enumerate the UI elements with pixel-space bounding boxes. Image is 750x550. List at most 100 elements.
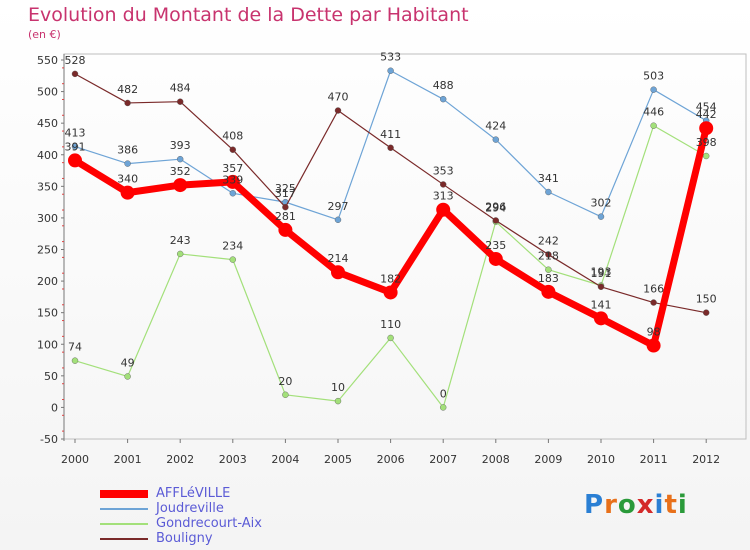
x-tick-label: 2000 [61, 453, 89, 466]
data-label: 317 [275, 187, 296, 200]
x-tick-label: 2001 [114, 453, 142, 466]
data-label: 533 [380, 51, 401, 64]
legend-swatch [100, 522, 148, 525]
logo-letter: i [677, 490, 688, 520]
data-labels-layer: 391 340 352 357 281 214 182 313 235 183 141 98 442 41… [65, 51, 717, 401]
data-point [124, 373, 131, 380]
legend-label: Gondrecourt-Aix [156, 515, 262, 531]
data-label: 484 [170, 82, 191, 95]
data-point [176, 98, 184, 105]
data-point [650, 299, 657, 306]
data-point [71, 143, 79, 150]
legend-item: Gondrecourt-Aix [100, 516, 262, 531]
series-layer [68, 67, 714, 411]
data-label: 20 [278, 375, 292, 388]
data-label: 281 [275, 210, 296, 223]
data-label: 357 [222, 162, 243, 175]
data-point [488, 251, 503, 266]
y-tick-label: 300 [37, 212, 58, 225]
legend-item: Bouligny [100, 531, 262, 546]
y-tick-label: 400 [37, 149, 58, 162]
y-tick-label: 500 [37, 86, 58, 99]
series-bouligny [71, 70, 710, 316]
series-gondrecourt-aix [71, 122, 710, 411]
chart-legend: AFFLéVILLE Joudreville Gondrecourt-Aix Boul… [100, 486, 262, 546]
legend-item: Joudreville [100, 501, 262, 516]
legend-label: Joudreville [156, 500, 224, 516]
data-label: 391 [65, 140, 86, 153]
data-point [278, 222, 293, 237]
x-tick-label: 2007 [429, 453, 457, 466]
data-point [229, 146, 237, 153]
data-point [229, 190, 237, 197]
chart-axes: -500501001502002503003504004505005502000… [37, 53, 747, 466]
data-label: 454 [696, 101, 717, 114]
data-point [124, 99, 131, 107]
data-point [597, 213, 605, 220]
data-label: 302 [591, 197, 612, 210]
data-label: 446 [643, 106, 664, 119]
data-point [387, 67, 394, 74]
data-label: 424 [485, 120, 506, 133]
logo-letter: t [664, 490, 678, 520]
data-point [703, 152, 710, 160]
data-label: 408 [222, 130, 243, 143]
data-point [541, 284, 556, 299]
data-label: 243 [170, 234, 191, 247]
y-tick-label: 550 [37, 54, 58, 67]
data-label: 183 [538, 272, 559, 285]
x-tick-label: 2012 [692, 453, 720, 466]
x-tick-label: 2002 [166, 453, 194, 466]
data-label: 234 [222, 240, 243, 253]
data-label: 74 [68, 341, 82, 354]
x-tick-label: 2004 [271, 453, 299, 466]
data-point [703, 309, 710, 316]
data-point [225, 174, 240, 189]
logo-letter: i [654, 490, 665, 520]
data-point [650, 86, 657, 93]
legend-label: Bouligny [156, 530, 213, 546]
legend-swatch [100, 507, 148, 510]
data-label: 10 [331, 381, 345, 394]
y-tick-label: 0 [51, 401, 58, 414]
data-point [545, 266, 552, 273]
data-label: 352 [170, 165, 191, 178]
data-label: 110 [380, 318, 401, 331]
data-label: 340 [117, 173, 138, 186]
data-point [120, 185, 135, 200]
x-tick-label: 2008 [482, 453, 510, 466]
data-label: 150 [696, 293, 717, 306]
data-label: 191 [591, 267, 612, 280]
logo-letter: r [604, 490, 618, 520]
data-label: 0 [440, 387, 447, 400]
data-label: 297 [328, 200, 349, 213]
data-label: 442 [696, 108, 717, 121]
x-tick-label: 2003 [219, 453, 247, 466]
legend-label: AFFLéVILLE [156, 485, 231, 501]
chart-title: Evolution du Montant de la Dette par Hab… [28, 4, 469, 26]
logo-letter: P [584, 490, 605, 520]
data-point [282, 203, 289, 211]
data-point [387, 144, 394, 152]
y-tick-label: 450 [37, 117, 58, 130]
data-point [492, 136, 499, 143]
data-label: 528 [65, 54, 86, 67]
data-label: 193 [591, 266, 612, 279]
x-tick-label: 2009 [534, 453, 562, 466]
legend-item: AFFLéVILLE [100, 486, 262, 501]
y-tick-label: 250 [37, 244, 58, 257]
data-label: 411 [380, 128, 401, 141]
data-label: 296 [485, 200, 506, 213]
legend-swatch [100, 489, 148, 498]
data-point [229, 256, 237, 263]
data-label: 313 [433, 190, 454, 203]
data-point [282, 391, 289, 398]
data-point [597, 283, 605, 290]
data-label: 470 [328, 91, 349, 104]
x-tick-label: 2010 [587, 453, 615, 466]
y-tick-label: 100 [37, 338, 58, 351]
data-point [699, 121, 714, 136]
chart-subtitle: (en €) [28, 28, 61, 41]
data-point [71, 357, 79, 364]
